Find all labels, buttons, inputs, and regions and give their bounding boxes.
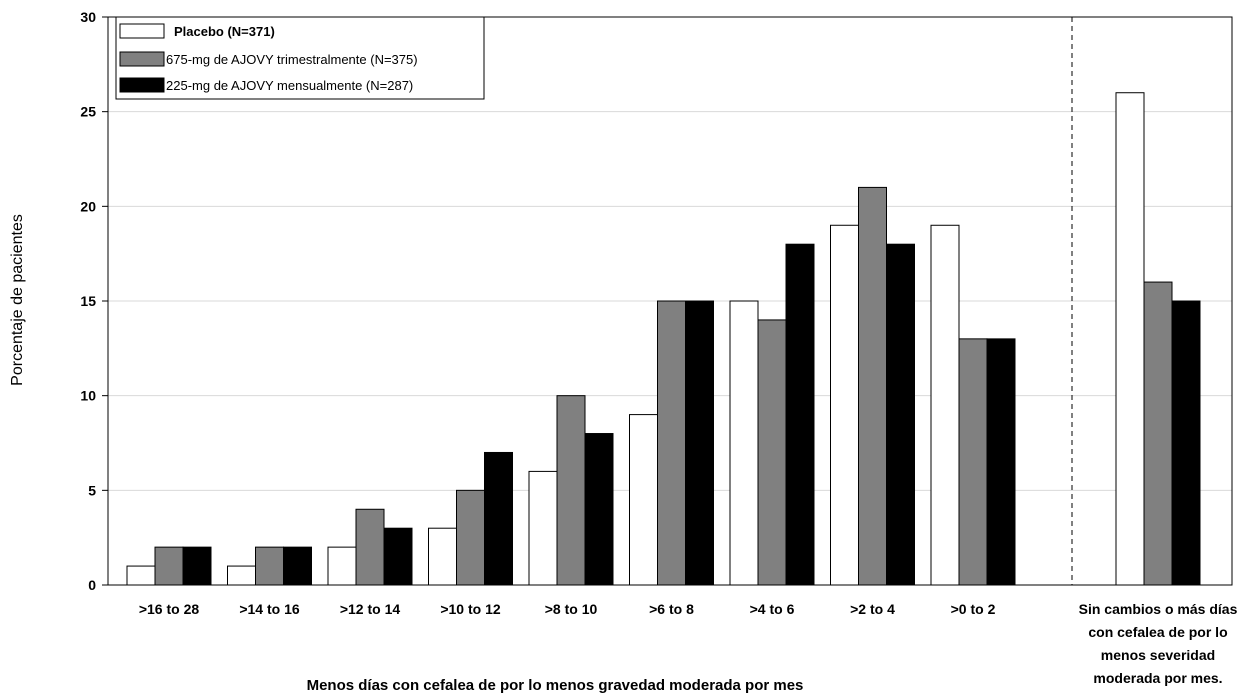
- bar-placebo: [729, 300, 759, 586]
- x-tick-label: >6 to 8: [649, 601, 694, 617]
- bar-225mg: [283, 546, 312, 586]
- legend-label-placebo: Placebo (N=371): [174, 24, 275, 39]
- x-tick-label: >0 to 2: [951, 601, 996, 617]
- bar-placebo: [629, 414, 658, 586]
- bar-placebo: [1115, 92, 1145, 586]
- y-tick-label: 20: [80, 198, 96, 214]
- bar-225mg: [986, 338, 1016, 586]
- extra-category-label-line: moderada por mes.: [1093, 670, 1222, 686]
- bar-225mg: [1171, 300, 1201, 586]
- y-tick-label: 5: [88, 482, 96, 498]
- bar-675mg: [255, 546, 284, 586]
- bar-placebo: [528, 470, 558, 586]
- extra-category-label-line: con cefalea de por lo: [1088, 624, 1227, 640]
- legend-frame: [115, 16, 485, 100]
- bar-225mg: [886, 243, 915, 586]
- bar-225mg: [383, 527, 413, 586]
- x-axis-label: Menos días con cefalea de por lo menos g…: [307, 677, 804, 694]
- bar-675mg: [355, 508, 385, 586]
- legend-swatch-225mg: [119, 77, 165, 93]
- bar-675mg: [757, 319, 787, 586]
- bar-675mg: [456, 489, 485, 586]
- legend-label-225mg: 225-mg de AJOVY mensualmente (N=287): [166, 78, 413, 93]
- bar-225mg: [584, 433, 614, 586]
- extra-category-label-line: menos severidad: [1101, 647, 1215, 663]
- y-tick-label: 30: [80, 9, 96, 25]
- y-axis-ticks: 0 5 10 15 20 25 30: [80, 9, 108, 593]
- bar-675mg: [657, 300, 686, 586]
- bar-675mg: [154, 546, 184, 586]
- y-axis-label: Porcentaje de pacientes: [9, 214, 26, 386]
- bar-225mg: [785, 243, 815, 586]
- x-tick-label: >16 to 28: [139, 601, 200, 617]
- bar-placebo: [227, 565, 256, 586]
- bar-placebo: [930, 224, 960, 586]
- extra-category-label-line: Sin cambios o más días: [1079, 601, 1238, 617]
- y-tick-label: 0: [88, 577, 96, 593]
- legend-label-675mg: 675-mg de AJOVY trimestralmente (N=375): [166, 52, 418, 67]
- bar-placebo: [126, 565, 156, 586]
- bar-225mg: [182, 546, 212, 586]
- bar-675mg: [556, 395, 586, 586]
- x-tick-label: >8 to 10: [545, 601, 598, 617]
- extra-category-label: Sin cambios o más días con cefalea de por…: [1079, 601, 1238, 686]
- x-tick-label: >2 to 4: [850, 601, 895, 617]
- x-tick-label: >4 to 6: [750, 601, 795, 617]
- legend: Placebo (N=371) 675-mg de AJOVY trimestr…: [115, 16, 485, 100]
- bar-675mg: [1143, 281, 1173, 586]
- bar-placebo: [428, 527, 457, 586]
- legend-swatch-675mg: [119, 51, 165, 67]
- x-tick-label: >12 to 14: [340, 601, 401, 617]
- bar-675mg: [858, 186, 887, 586]
- bar-225mg: [484, 451, 513, 586]
- y-tick-label: 25: [80, 104, 96, 120]
- y-tick-label: 10: [80, 388, 96, 404]
- bar-placebo: [327, 546, 357, 586]
- bars: [126, 92, 1201, 586]
- bar-placebo: [830, 224, 859, 586]
- bar-225mg: [685, 300, 714, 586]
- y-tick-label: 15: [80, 293, 96, 309]
- legend-swatch-placebo: [119, 23, 165, 39]
- x-tick-label: >14 to 16: [239, 601, 300, 617]
- x-axis-ticks: >16 to 28 >14 to 16 >12 to 14 >10 to 12 >8 t…: [139, 601, 996, 617]
- bar-675mg: [958, 338, 988, 586]
- x-tick-label: >10 to 12: [440, 601, 501, 617]
